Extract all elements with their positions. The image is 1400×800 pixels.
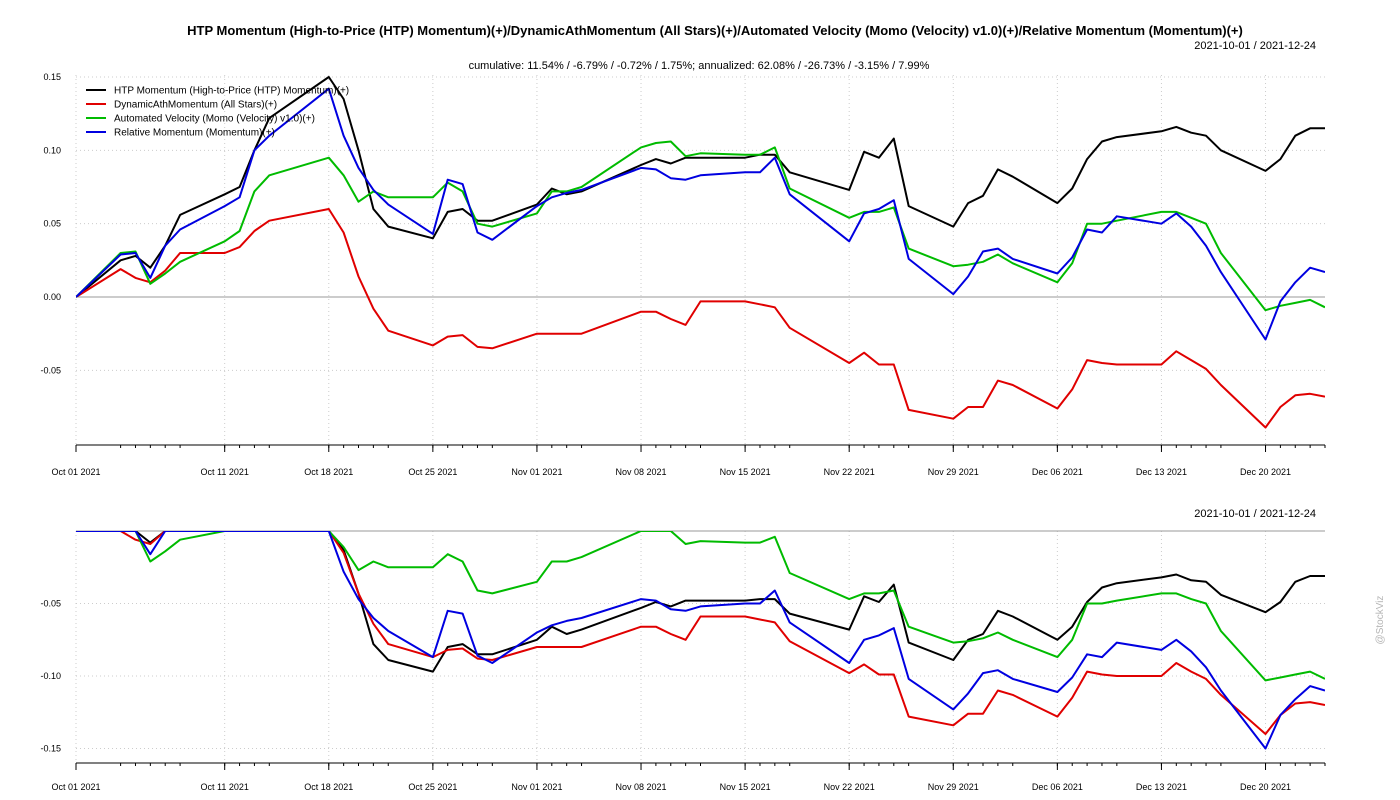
- top-series-line-3: [76, 87, 1325, 341]
- bottom-x-tick-label: Oct 18 2021: [304, 782, 353, 792]
- legend-label-0: HTP Momentum (High-to-Price (HTP) Moment…: [114, 86, 349, 97]
- summary-stats: cumulative: 11.54% / -6.79% / -0.72% / 1…: [469, 60, 930, 72]
- bottom-x-tick-label: Nov 08 2021: [616, 782, 667, 792]
- top-x-tick-label: Dec 20 2021: [1240, 467, 1291, 477]
- bottom-series-line-2: [76, 531, 1325, 682]
- drawdown-panel: -0.05 -0.10 -0.15 Oct 01 2021 Oct 11 2021 Oct…: [40, 530, 1326, 792]
- top-x-tick-label: Nov 15 2021: [720, 467, 771, 477]
- bottom-series-line-3: [76, 531, 1325, 750]
- top-x-tick-label: Nov 29 2021: [928, 467, 979, 477]
- bottom-date-range: 2021-10-01 / 2021-12-24: [1194, 508, 1316, 520]
- bottom-series-line-1: [76, 531, 1325, 735]
- top-x-tick-label: Nov 01 2021: [511, 467, 562, 477]
- cumulative-returns-panel: 0.15 0.10 0.05 0.00 -0.05 Oct 01 2021 Oct 11 2…: [40, 72, 1326, 477]
- bottom-x-tick-label: Oct 25 2021: [408, 782, 457, 792]
- legend: HTP Momentum (High-to-Price (HTP) Moment…: [86, 86, 349, 139]
- top-series-line-1: [76, 208, 1325, 429]
- bottom-x-tick-label: Dec 13 2021: [1136, 782, 1187, 792]
- top-x-tick-label: Oct 25 2021: [408, 467, 457, 477]
- top-x-tick-label: Dec 13 2021: [1136, 467, 1187, 477]
- legend-label-1: DynamicAthMomentum (All Stars)(+): [114, 100, 277, 111]
- bottom-x-tick-label: Oct 11 2021: [201, 782, 249, 792]
- top-date-range: 2021-10-01 / 2021-12-24: [1194, 40, 1316, 52]
- top-x-tick-label: Dec 06 2021: [1032, 467, 1083, 477]
- bottom-series-line-0: [76, 531, 1325, 673]
- bottom-x-tick-label: Nov 29 2021: [928, 782, 979, 792]
- top-y-tick-label: 0.15: [43, 72, 61, 82]
- top-x-tick-label: Oct 11 2021: [201, 467, 249, 477]
- bottom-y-tick-label: -0.05: [40, 599, 61, 609]
- bottom-x-tick-label: Dec 20 2021: [1240, 782, 1291, 792]
- legend-label-3: Relative Momentum (Momentum)(+): [114, 128, 275, 139]
- bottom-x-tick-label: Dec 06 2021: [1032, 782, 1083, 792]
- top-series-line-2: [76, 140, 1325, 312]
- bottom-x-tick-label: Nov 01 2021: [511, 782, 562, 792]
- bottom-y-tick-label: -0.15: [40, 744, 61, 754]
- top-y-tick-label: -0.05: [40, 365, 61, 375]
- top-y-tick-label: 0.10: [43, 145, 61, 155]
- chart-title: HTP Momentum (High-to-Price (HTP) Moment…: [187, 23, 1243, 38]
- bottom-x-tick-label: Nov 15 2021: [720, 782, 771, 792]
- legend-label-2: Automated Velocity (Momo (Velocity) v1.0…: [114, 114, 315, 125]
- bottom-y-tick-label: -0.10: [40, 671, 61, 681]
- top-x-tick-label: Oct 01 2021: [51, 467, 100, 477]
- top-series-line-0: [76, 76, 1325, 298]
- top-y-tick-label: 0.05: [43, 219, 61, 229]
- top-y-tick-label: 0.00: [43, 292, 61, 302]
- bottom-x-tick-label: Nov 22 2021: [824, 782, 875, 792]
- top-x-tick-label: Nov 08 2021: [616, 467, 667, 477]
- top-x-tick-label: Nov 22 2021: [824, 467, 875, 477]
- top-x-tick-label: Oct 18 2021: [304, 467, 353, 477]
- bottom-x-tick-label: Oct 01 2021: [51, 782, 100, 792]
- watermark: @StockViz: [1375, 596, 1386, 645]
